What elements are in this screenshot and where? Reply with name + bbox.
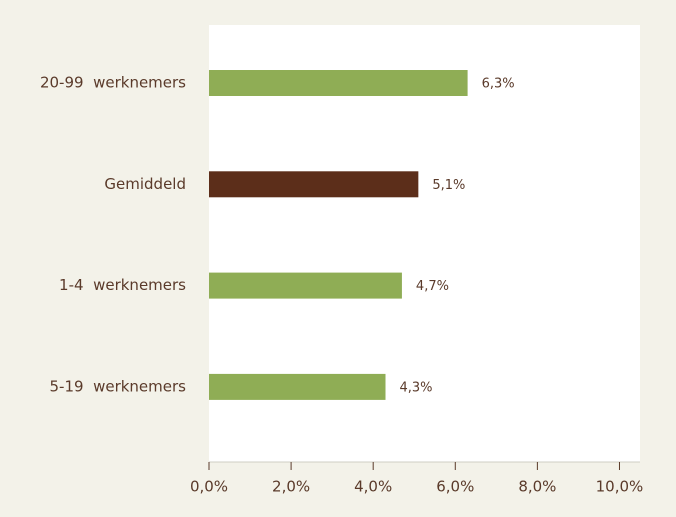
bar	[209, 272, 402, 299]
y-tick-label: 20-99 werknemers	[40, 74, 186, 92]
x-tick-label: 4,0%	[354, 478, 392, 496]
value-label: 4,7%	[416, 279, 449, 294]
x-tick-label: 6,0%	[436, 478, 474, 496]
bar	[209, 373, 386, 400]
value-label: 6,3%	[482, 77, 515, 92]
y-tick-label: 5-19 werknemers	[50, 377, 187, 395]
x-tick-label: 10,0%	[596, 478, 644, 496]
value-label: 4,3%	[400, 380, 433, 395]
x-tick-label: 2,0%	[272, 478, 310, 496]
x-tick-label: 0,0%	[190, 478, 228, 496]
y-tick-label: Gemiddeld	[104, 175, 186, 193]
x-tick-label: 8,0%	[518, 478, 556, 496]
bar	[209, 171, 419, 198]
y-tick-label: 1-4 werknemers	[59, 276, 186, 294]
value-label: 5,1%	[432, 178, 465, 193]
bar	[209, 70, 468, 96]
